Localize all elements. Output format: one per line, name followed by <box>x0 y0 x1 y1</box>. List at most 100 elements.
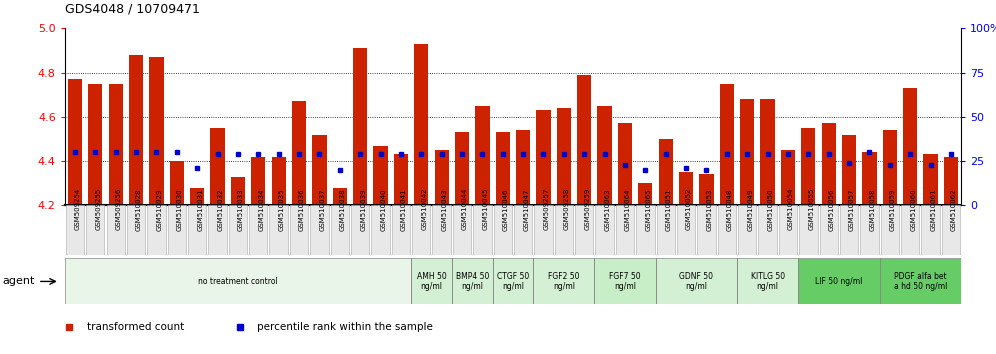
FancyBboxPatch shape <box>229 205 247 255</box>
Text: GSM510039: GSM510039 <box>361 188 367 230</box>
Text: GDNF 50
ng/ml: GDNF 50 ng/ml <box>679 272 713 291</box>
Text: BMP4 50
ng/ml: BMP4 50 ng/ml <box>455 272 489 291</box>
FancyBboxPatch shape <box>901 205 919 255</box>
Text: GSM510028: GSM510028 <box>136 188 142 230</box>
Text: GSM510049: GSM510049 <box>747 188 753 230</box>
Bar <box>822 124 836 205</box>
FancyBboxPatch shape <box>208 205 227 255</box>
Bar <box>516 130 530 205</box>
Bar <box>557 108 571 205</box>
FancyBboxPatch shape <box>494 205 512 255</box>
Bar <box>109 84 123 205</box>
FancyBboxPatch shape <box>452 258 493 304</box>
FancyBboxPatch shape <box>677 205 695 255</box>
Text: GSM510057: GSM510057 <box>849 188 856 230</box>
Text: GSM510058: GSM510058 <box>870 188 875 230</box>
Text: GSM510036: GSM510036 <box>299 188 305 230</box>
Bar <box>128 55 143 205</box>
FancyBboxPatch shape <box>126 205 145 255</box>
Text: GSM509254: GSM509254 <box>75 188 81 230</box>
FancyBboxPatch shape <box>411 258 452 304</box>
Text: GSM510052: GSM510052 <box>686 188 692 230</box>
Text: GSM510061: GSM510061 <box>930 188 936 230</box>
Text: GSM510034: GSM510034 <box>258 188 264 230</box>
Text: percentile rank within the sample: percentile rank within the sample <box>257 322 433 332</box>
FancyBboxPatch shape <box>86 205 105 255</box>
FancyBboxPatch shape <box>840 205 859 255</box>
Text: GSM510062: GSM510062 <box>951 188 957 230</box>
Bar <box>272 157 286 205</box>
FancyBboxPatch shape <box>310 205 329 255</box>
Bar <box>455 132 469 205</box>
Text: GSM510055: GSM510055 <box>809 188 815 230</box>
FancyBboxPatch shape <box>65 258 411 304</box>
Text: GSM510060: GSM510060 <box>910 188 916 230</box>
Text: GSM510047: GSM510047 <box>523 188 529 230</box>
Text: GSM510056: GSM510056 <box>829 188 835 230</box>
FancyBboxPatch shape <box>738 205 756 255</box>
FancyBboxPatch shape <box>493 258 533 304</box>
Text: FGF7 50
ng/ml: FGF7 50 ng/ml <box>610 272 640 291</box>
Text: GSM510041: GSM510041 <box>401 188 407 230</box>
Text: GSM510048: GSM510048 <box>727 188 733 230</box>
Text: FGF2 50
ng/ml: FGF2 50 ng/ml <box>548 272 580 291</box>
Bar <box>658 139 673 205</box>
Text: PDGF alfa bet
a hd 50 ng/ml: PDGF alfa bet a hd 50 ng/ml <box>893 272 947 291</box>
Bar <box>251 157 265 205</box>
Bar <box>740 99 754 205</box>
Bar <box>313 135 327 205</box>
Bar <box>944 157 958 205</box>
Bar <box>292 101 306 205</box>
Text: GSM510029: GSM510029 <box>156 188 162 230</box>
FancyBboxPatch shape <box>656 205 675 255</box>
FancyBboxPatch shape <box>372 205 389 255</box>
FancyBboxPatch shape <box>167 205 186 255</box>
FancyBboxPatch shape <box>798 258 879 304</box>
Text: AMH 50
ng/ml: AMH 50 ng/ml <box>416 272 446 291</box>
FancyBboxPatch shape <box>107 205 124 255</box>
FancyBboxPatch shape <box>737 258 798 304</box>
Bar <box>638 183 652 205</box>
FancyBboxPatch shape <box>616 205 634 255</box>
Bar <box>781 150 795 205</box>
Text: GSM510042: GSM510042 <box>421 188 427 230</box>
Bar <box>720 84 734 205</box>
FancyBboxPatch shape <box>758 205 777 255</box>
Text: GSM510063: GSM510063 <box>605 188 611 230</box>
Bar <box>475 106 489 205</box>
FancyBboxPatch shape <box>270 205 288 255</box>
Text: KITLG 50
ng/ml: KITLG 50 ng/ml <box>751 272 785 291</box>
FancyBboxPatch shape <box>799 205 818 255</box>
Text: GSM509259: GSM509259 <box>585 188 591 230</box>
Text: GSM509257: GSM509257 <box>544 188 550 230</box>
Bar <box>190 188 204 205</box>
FancyBboxPatch shape <box>534 205 553 255</box>
FancyBboxPatch shape <box>636 205 654 255</box>
Bar <box>333 188 347 205</box>
FancyBboxPatch shape <box>921 205 940 255</box>
Text: agent: agent <box>2 276 35 286</box>
FancyBboxPatch shape <box>533 258 595 304</box>
FancyBboxPatch shape <box>432 205 451 255</box>
FancyBboxPatch shape <box>655 258 737 304</box>
Bar <box>231 177 245 205</box>
FancyBboxPatch shape <box>290 205 308 255</box>
Text: GSM510030: GSM510030 <box>177 188 183 230</box>
Text: GSM510059: GSM510059 <box>889 188 895 230</box>
Bar <box>169 161 184 205</box>
Text: CTGF 50
ng/ml: CTGF 50 ng/ml <box>497 272 529 291</box>
FancyBboxPatch shape <box>697 205 716 255</box>
FancyBboxPatch shape <box>942 205 960 255</box>
Text: GSM510050: GSM510050 <box>768 188 774 230</box>
Bar <box>903 88 917 205</box>
FancyBboxPatch shape <box>473 205 492 255</box>
FancyBboxPatch shape <box>453 205 471 255</box>
FancyBboxPatch shape <box>879 258 961 304</box>
Text: GSM510044: GSM510044 <box>462 188 468 230</box>
Text: GSM510035: GSM510035 <box>279 188 285 230</box>
Bar <box>537 110 551 205</box>
Text: GSM510046: GSM510046 <box>503 188 509 230</box>
Bar <box>496 132 510 205</box>
Text: GSM510053: GSM510053 <box>706 188 712 230</box>
Bar <box>68 79 82 205</box>
